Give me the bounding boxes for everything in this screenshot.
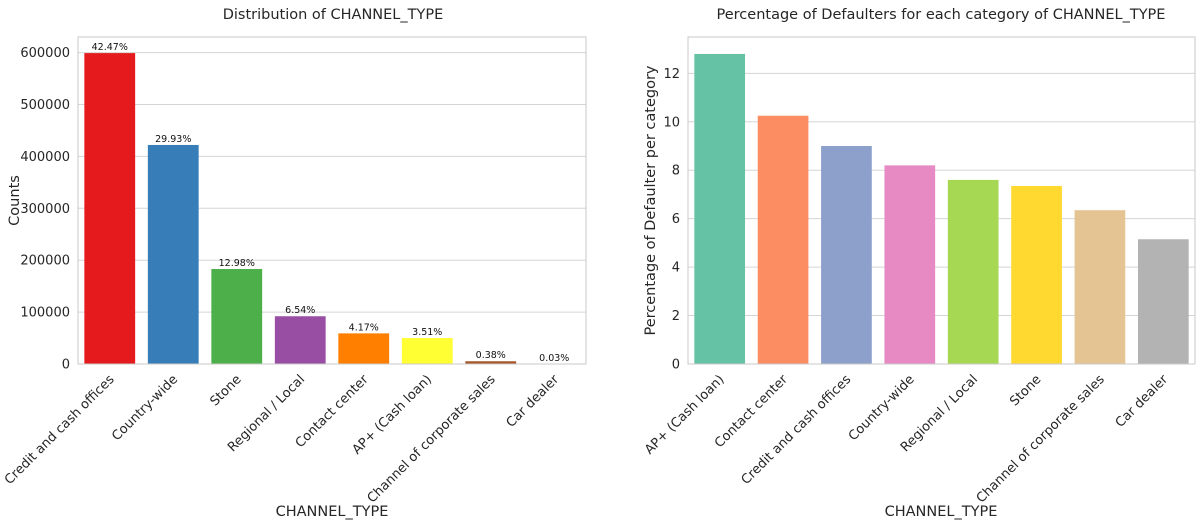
x-tick-label: Stone <box>1007 372 1044 409</box>
x-axis-label: CHANNEL_TYPE <box>885 504 998 520</box>
defaulters-chart: Percentage of Defaulters for each catego… <box>642 7 1196 520</box>
y-tick-label: 12 <box>663 67 680 82</box>
y-axis-label: Counts <box>7 175 23 226</box>
bar <box>465 361 517 364</box>
bars <box>84 53 580 365</box>
y-axis-label: Percentage of Defaulter per category <box>643 65 659 335</box>
y-tick-label: 100000 <box>20 306 70 321</box>
x-tick-label: Channel of corporate sales <box>365 372 499 506</box>
plot-frame <box>77 36 587 365</box>
y-tick-label: 300000 <box>20 202 70 217</box>
y-tick-label: 600000 <box>20 46 70 61</box>
x-tick-label: Stone <box>207 372 244 409</box>
plot-frame <box>687 36 1196 365</box>
bar <box>884 165 936 364</box>
y-tick-label: 4 <box>672 261 680 276</box>
y-tick-label: 200000 <box>20 254 70 269</box>
y-tick-labels: 0 100000 200000 300000 400000 500000 600000 <box>20 46 70 372</box>
y-tick-label: 8 <box>672 164 680 179</box>
x-tick-label: Country-wide <box>846 372 918 444</box>
bar <box>274 316 326 364</box>
x-axis-label: CHANNEL_TYPE <box>276 504 389 520</box>
bar <box>147 144 199 364</box>
bar-data-label: 12.98% <box>219 258 255 269</box>
bar <box>694 53 746 364</box>
bar <box>947 179 999 364</box>
distribution-chart: Distribution of CHANNEL_TYPE 42.47% 29.93… <box>2 7 587 520</box>
bar <box>1074 210 1126 364</box>
y-tick-labels: 0 2 4 6 8 10 12 <box>663 67 680 373</box>
chart-title: Distribution of CHANNEL_TYPE <box>223 7 444 23</box>
bar <box>821 146 872 364</box>
bar-data-label: 3.51% <box>412 327 442 338</box>
bar-data-label: 6.54% <box>285 305 315 316</box>
x-tick-label: AP+ (Cash loan) <box>642 372 727 457</box>
y-tick-label: 6 <box>672 212 680 227</box>
bar-data-label: 42.47% <box>92 42 128 53</box>
bar <box>401 338 453 364</box>
chart-title: Percentage of Defaulters for each catego… <box>717 7 1166 23</box>
x-tick-label: Car dealer <box>504 372 563 431</box>
bar <box>757 115 809 364</box>
y-tick-label: 10 <box>663 115 680 130</box>
x-tick-label: Credit and cash offices <box>2 372 118 488</box>
bar-data-label: 0.38% <box>476 350 506 361</box>
bars <box>694 53 1189 364</box>
bar-data-label: 0.03% <box>539 353 569 364</box>
y-tick-label: 400000 <box>20 150 70 165</box>
bar <box>211 269 263 364</box>
x-tick-label: Channel of corporate sales <box>974 372 1108 506</box>
bar-data-label: 29.93% <box>155 134 191 145</box>
bar <box>338 333 390 364</box>
y-tick-label: 0 <box>672 358 680 373</box>
bar <box>84 53 136 364</box>
x-tick-label: Country-wide <box>109 372 181 444</box>
data-labels: 42.47% 29.93% 12.98% 6.54% 4.17% 3.51% 0.38% 0.… <box>92 42 570 364</box>
bar <box>1137 239 1189 364</box>
bar-data-label: 4.17% <box>349 322 379 333</box>
y-tick-label: 0 <box>62 358 70 373</box>
y-tick-label: 500000 <box>20 98 70 113</box>
x-tick-label: Credit and cash offices <box>739 372 855 488</box>
y-tick-label: 2 <box>672 309 680 324</box>
bar <box>1011 185 1062 364</box>
x-tick-label: Car dealer <box>1113 372 1172 431</box>
